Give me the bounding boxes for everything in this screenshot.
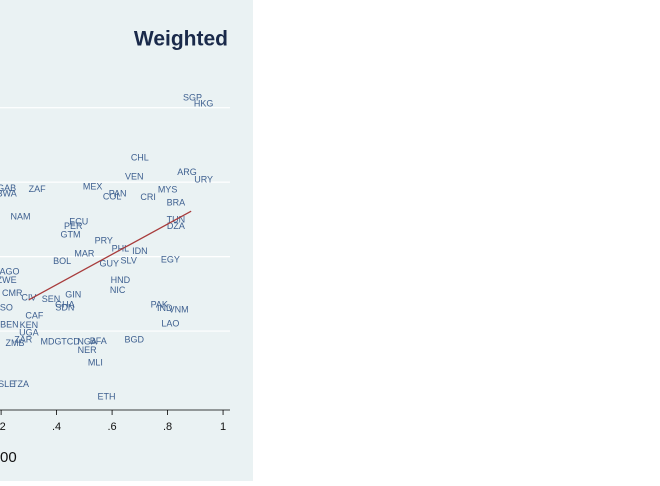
point-label: PAN [109,188,127,198]
point-label: BEN [0,319,19,329]
point-label: ZWE [0,275,17,285]
x-tick-label: .8 [163,421,172,433]
point-label: PAK [151,299,168,309]
point-label: HND [111,275,131,285]
point-label: VNM [169,305,189,315]
point-label: ZAF [29,184,47,194]
point-label: ECU [69,217,88,227]
point-label: GIN [65,290,81,300]
point-label: PRY [95,235,113,245]
point-label: PHL [112,244,130,254]
graph-region [0,0,253,481]
point-label: NGA [77,337,97,347]
point-label: BOL [53,256,71,266]
point-label: GHA [55,299,75,309]
point-label: BRA [167,197,186,207]
point-label: NER [78,345,98,355]
chart-title: Weighted [134,28,228,51]
x-tick-label: 1 [220,421,226,433]
x-tick-label: .2 [0,421,6,433]
point-label: CMR [2,288,23,298]
point-label: LSO [0,302,13,312]
point-label: COL [103,191,122,201]
point-label: MEX [83,182,103,192]
point-label: UGA [19,328,39,338]
point-label: IDN [132,246,148,256]
point-label: MAR [74,249,95,259]
point-label: EGY [161,255,180,265]
point-label: SLE [0,379,15,389]
point-label: SLV [121,255,137,265]
point-label: BGD [125,334,145,344]
point-label: ZMB [5,338,24,348]
point-label: ARG [177,167,197,177]
point-label: CIV [21,293,36,303]
point-label: GUY [100,258,120,268]
point-label: SEN [42,294,61,304]
x-tick-label: .4 [52,421,61,433]
point-label: MLI [88,357,103,367]
point-label: TCD [61,337,80,347]
point-label: CHL [131,153,149,163]
point-label: CRI [140,192,156,202]
x-tick-label: .6 [107,421,116,433]
point-label: ETH [98,392,116,402]
point-label: GTM [60,229,80,239]
fit-line [28,210,192,301]
point-label: KEN [20,320,39,330]
point-label: SGP [183,92,202,102]
point-label: DZA [167,221,185,231]
point-label: GAB [0,183,16,193]
point-label: ZAR [14,334,33,344]
point-label: LAO [161,319,179,329]
point-label: HKG [194,98,214,108]
point-label: CAF [25,311,44,321]
point-label: TZA [12,379,29,389]
point-label: AGO [0,267,19,277]
point-label: VEN [125,171,144,181]
point-label: NAM [11,212,31,222]
point-label: PER [64,221,83,231]
point-label: IND [157,303,173,313]
point-label: MYS [158,185,178,195]
point-label: NIC [110,285,126,295]
point-label: BWA [0,188,17,198]
x-axis-title: 00 [0,449,17,466]
point-label: BFA [90,336,107,346]
point-label: URY [194,174,213,184]
point-label: MDG [41,337,62,347]
point-label: SDN [55,302,74,312]
